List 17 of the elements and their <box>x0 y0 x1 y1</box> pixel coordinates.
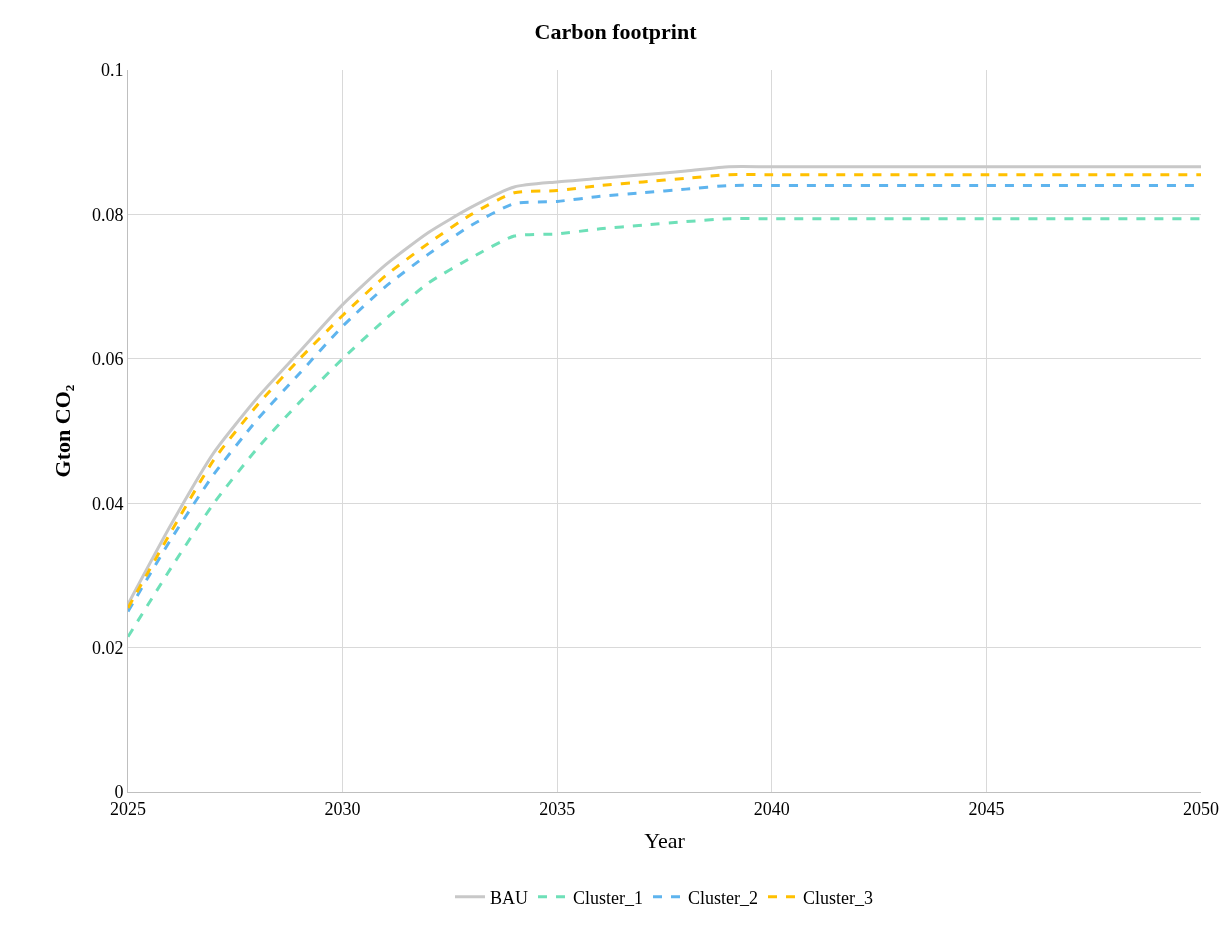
legend-label: BAU <box>490 887 529 908</box>
y-tick-label: 0.02 <box>91 637 124 658</box>
y-tick-label: 0.08 <box>91 204 124 225</box>
y-tick-label: 0.06 <box>91 349 124 370</box>
legend-label: Cluster_2 <box>688 887 759 908</box>
x-tick-label: 2030 <box>324 798 361 819</box>
y-axis-title: Gton CO₂ <box>49 384 75 478</box>
x-tick-label: 2050 <box>1183 798 1219 819</box>
y-tick-label: 0.04 <box>91 493 124 514</box>
x-tick-label: 2045 <box>968 798 1005 819</box>
y-tick-label: 0.1 <box>100 60 124 81</box>
legend-label: Cluster_1 <box>573 887 644 908</box>
x-tick-label: 2040 <box>753 798 790 819</box>
chart-title: Carbon footprint <box>534 18 698 44</box>
x-axis-title: Year <box>644 828 686 854</box>
legend-label: Cluster_3 <box>803 887 874 908</box>
x-tick-label: 2035 <box>539 798 576 819</box>
